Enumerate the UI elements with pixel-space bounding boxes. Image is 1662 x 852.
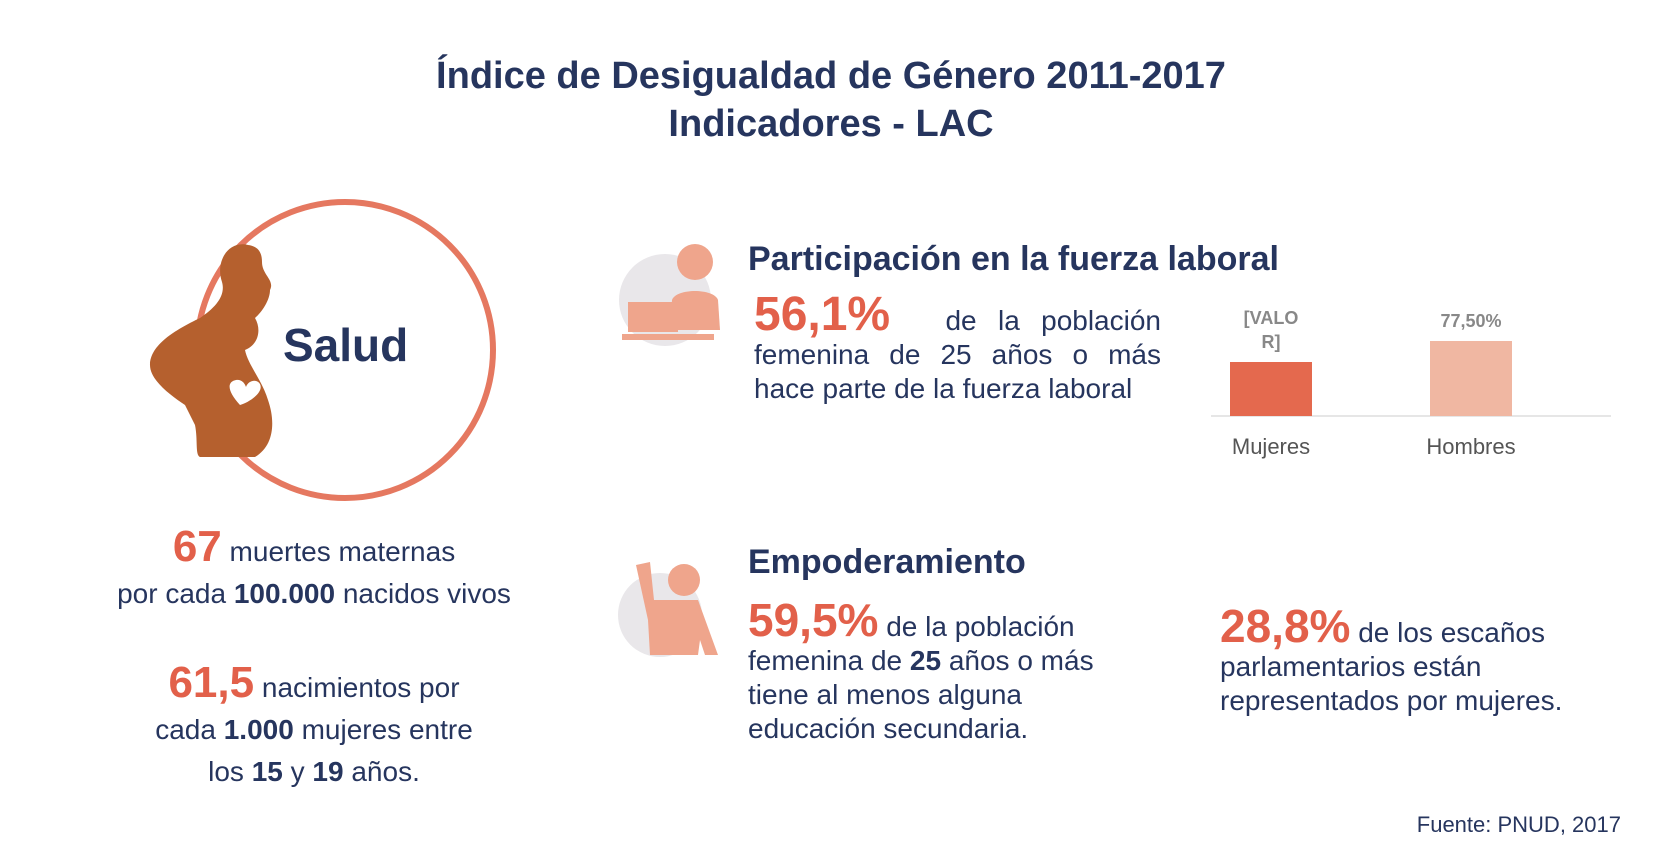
empower-icon-head [668,564,700,596]
stat-number: 67 [172,522,222,571]
stat-number: 59,5% [748,594,879,646]
labor-stat: 56,1% de la población femenina de 25 año… [754,291,1161,406]
empower-stat2: 28,8% de los escaños parlamentarios está… [1220,603,1563,718]
value-label: 77,50% [1440,310,1502,331]
text: años. [351,756,420,787]
text: educación secundaria. [748,713,1029,744]
bold-number: 25 [909,645,942,676]
text: representados por mujeres. [1220,685,1563,716]
salud-stat1: 67 muertes maternas por cada 100.000 nac… [40,525,588,615]
labor-icon-body [670,291,720,330]
text: parlamentarios están [1220,651,1482,682]
category-label: Mujeres [1231,434,1311,459]
text: de la población femenina de 25 años o má… [754,305,1161,404]
labor-heading: Participación en la fuerza laboral [748,240,1279,278]
text: femenina de [748,645,903,676]
text: por cada [117,578,227,609]
bar-chart: Mujeres [VALOR] Hombres 77,50% [1211,290,1611,460]
text: de los escaños [1358,617,1546,648]
text: cada [155,714,216,745]
value-label: [VALOR] [1243,307,1299,352]
stat-number: 28,8% [1220,600,1351,652]
bar [1230,361,1312,416]
salud-stat2: 61,5 nacimientos por cada 1.000 mujeres … [40,661,588,793]
text: los [208,756,244,787]
salud-label: Salud [283,319,409,371]
source: Fuente: PNUD, 2017 [1416,812,1621,837]
empower-stat1: 59,5% de la población femenina de 25 año… [748,597,1094,746]
stat-number: 61,5 [168,658,255,707]
text: nacimientos por [261,672,460,703]
empower-heading: Empoderamiento [748,543,1026,581]
laptop [628,302,678,332]
labor-icon-head [677,244,713,280]
bold-number: 19 [312,756,344,787]
text: de la población [886,611,1075,642]
subtitle: Indicadores - LAC [668,103,994,145]
text: y [290,756,305,787]
desk [622,334,714,340]
heart [229,379,261,405]
text: muertes maternas [229,536,456,567]
empower-icon-body [636,562,718,655]
category-label: Hombres [1426,434,1516,459]
title: Índice de Desigualdad de Género 2011-201… [436,55,1226,97]
bold-number: 100.000 [233,578,336,609]
text: tiene al menos alguna [748,679,1022,710]
stat-number: 56,1% [754,288,891,341]
text: mujeres entre [301,714,473,745]
bold-number: 1.000 [223,714,294,745]
text: años o más [948,645,1094,676]
bar [1430,340,1512,416]
pregnant-silhouette [150,244,273,457]
text: nacidos vivos [342,578,511,609]
bold-number: 15 [251,756,283,787]
header: Índice de Desigualdad de Género 2011-201… [0,52,1662,148]
